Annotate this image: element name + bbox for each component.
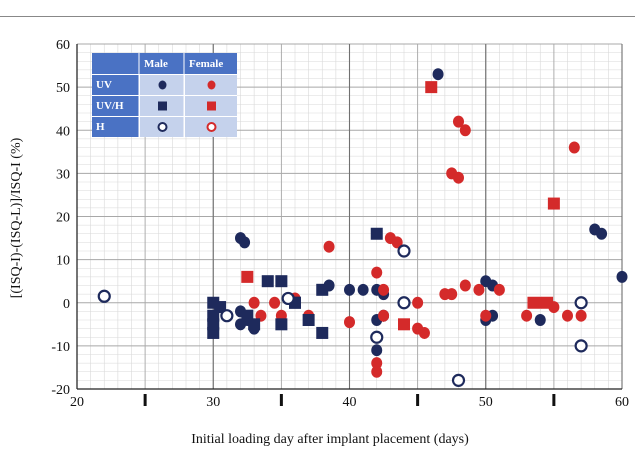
point-h-male bbox=[397, 296, 411, 310]
point-uv-female bbox=[568, 141, 580, 154]
point-uv-female bbox=[453, 171, 464, 184]
legend-row-uv-h: UV/H bbox=[96, 100, 124, 112]
y-axis-title: [(ISQ-I)-(ISQ-L)]/ISQ-I (%) bbox=[9, 137, 24, 298]
y-tick-label: 20 bbox=[56, 211, 70, 226]
axes: -20 -10 0 10 20 30 40 50 60 20 30 40 50 60 bbox=[51, 38, 629, 410]
point-uv-h-male bbox=[316, 283, 329, 296]
y-tick-label: 0 bbox=[63, 297, 70, 312]
point-uv-h-male bbox=[275, 318, 288, 331]
legend-marker bbox=[206, 122, 217, 132]
point-uv-female bbox=[480, 309, 492, 322]
point-uv-h-female bbox=[527, 296, 540, 309]
point-uv-male bbox=[432, 68, 444, 81]
point-uv-h-male bbox=[275, 275, 288, 288]
point-h-male bbox=[397, 244, 411, 258]
point-uv-female bbox=[269, 296, 281, 309]
point-uv-female bbox=[412, 322, 424, 335]
point-uv-male bbox=[357, 283, 369, 296]
y-tick-label: 40 bbox=[56, 124, 70, 139]
point-uv-female bbox=[446, 288, 458, 301]
legend-marker bbox=[158, 101, 167, 111]
point-uv-male bbox=[534, 314, 546, 326]
x-axis-title: Initial loading day after implant placem… bbox=[191, 432, 469, 447]
legend-row-label-cell bbox=[92, 117, 139, 137]
point-uv-h-male bbox=[370, 227, 383, 240]
point-uv-female bbox=[459, 124, 471, 137]
point-uv-h-female bbox=[241, 270, 254, 283]
point-uv-female bbox=[371, 365, 383, 378]
point-uv-female bbox=[378, 309, 390, 322]
top-rule bbox=[0, 16, 635, 17]
y-tick-label: -20 bbox=[51, 383, 70, 398]
x-tick-label: 50 bbox=[479, 395, 493, 410]
point-h-male bbox=[451, 373, 466, 387]
point-uv-h-female bbox=[547, 197, 560, 210]
y-tick-label: 60 bbox=[56, 38, 70, 53]
x-tick-mark bbox=[143, 394, 147, 406]
x-tick-label: 60 bbox=[615, 395, 629, 410]
legend-marker bbox=[207, 80, 216, 90]
legend-row-label-cell bbox=[92, 96, 139, 116]
point-uv-female bbox=[459, 279, 471, 292]
point-uv-female bbox=[371, 266, 383, 279]
y-tick-label: 30 bbox=[56, 167, 70, 182]
y-tick-label: -10 bbox=[51, 340, 70, 355]
legend-column-female: Female bbox=[189, 58, 223, 70]
point-uv-h-male bbox=[261, 275, 274, 288]
point-h-male bbox=[220, 309, 234, 323]
point-uv-male bbox=[344, 283, 355, 296]
point-uv-h-female bbox=[425, 81, 438, 94]
point-h-male bbox=[281, 291, 295, 306]
point-uv-male bbox=[616, 270, 628, 283]
x-tick-mark bbox=[279, 394, 283, 406]
legend-header-row bbox=[92, 53, 237, 74]
legend-marker bbox=[207, 101, 216, 111]
point-uv-female bbox=[562, 309, 573, 322]
x-tick-mark bbox=[552, 394, 556, 406]
legend-row-label-cell bbox=[92, 75, 139, 95]
data-points bbox=[97, 68, 628, 387]
x-tick-label: 30 bbox=[206, 395, 220, 410]
point-uv-h-female bbox=[398, 318, 410, 331]
x-tick-mark bbox=[416, 394, 420, 406]
point-h-male bbox=[574, 296, 588, 310]
point-uv-male bbox=[371, 344, 383, 357]
point-uv-h-male bbox=[248, 318, 261, 331]
point-uv-female bbox=[453, 115, 464, 128]
point-uv-female bbox=[391, 236, 403, 249]
y-tick-label: 10 bbox=[56, 254, 70, 269]
legend-row-uv: UV bbox=[96, 79, 112, 91]
point-h-male bbox=[97, 289, 111, 303]
point-uv-female bbox=[371, 357, 383, 370]
point-uv-male bbox=[589, 223, 601, 236]
point-h-male bbox=[370, 330, 384, 344]
point-uv-female bbox=[493, 283, 505, 296]
legend-marker bbox=[157, 122, 168, 132]
point-uv-female bbox=[378, 283, 390, 296]
point-uv-h-male bbox=[302, 314, 315, 326]
y-tick-label: 50 bbox=[56, 81, 70, 96]
x-tick-label: 40 bbox=[343, 395, 357, 410]
point-uv-female bbox=[521, 309, 533, 322]
legend: Male Female UV UV/H H bbox=[92, 53, 237, 137]
point-uv-h-male bbox=[316, 326, 329, 339]
legend-row-h: H bbox=[96, 121, 105, 133]
point-uv-female bbox=[412, 296, 424, 309]
point-uv-male bbox=[239, 236, 251, 249]
legend-column-male: Male bbox=[144, 58, 168, 70]
point-uv-h-female bbox=[541, 296, 554, 309]
point-uv-female bbox=[323, 240, 335, 253]
point-uv-female bbox=[473, 283, 485, 296]
legend-marker bbox=[158, 80, 167, 90]
point-uv-h-male bbox=[207, 296, 220, 309]
point-h-male bbox=[574, 339, 588, 353]
point-uv-female bbox=[575, 309, 587, 322]
point-uv-female bbox=[344, 316, 355, 329]
point-uv-female bbox=[248, 296, 260, 309]
x-tick-label: 20 bbox=[70, 395, 84, 410]
point-uv-h-male bbox=[207, 326, 220, 339]
